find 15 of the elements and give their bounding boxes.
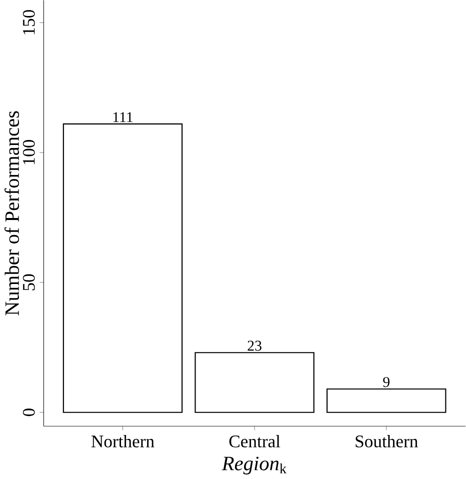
bar xyxy=(326,388,446,413)
data-label: 9 xyxy=(383,377,390,388)
y-tick-label: 100 xyxy=(23,140,35,164)
y-axis-title: Number of Performances xyxy=(4,111,20,316)
bar xyxy=(63,123,183,413)
x-tick-label: Central xyxy=(229,435,280,448)
data-label: 23 xyxy=(248,340,262,351)
x-tick-label: Southern xyxy=(356,435,418,448)
data-label: 111 xyxy=(114,112,133,122)
x-tick-label: Northern xyxy=(92,435,154,448)
y-tick-label: 50 xyxy=(23,274,35,290)
y-tick-label: 0 xyxy=(23,408,35,416)
x-axis-title: Region$_{k}$ xyxy=(222,456,287,474)
y-tick-label: 150 xyxy=(23,10,35,34)
bar xyxy=(194,352,315,413)
